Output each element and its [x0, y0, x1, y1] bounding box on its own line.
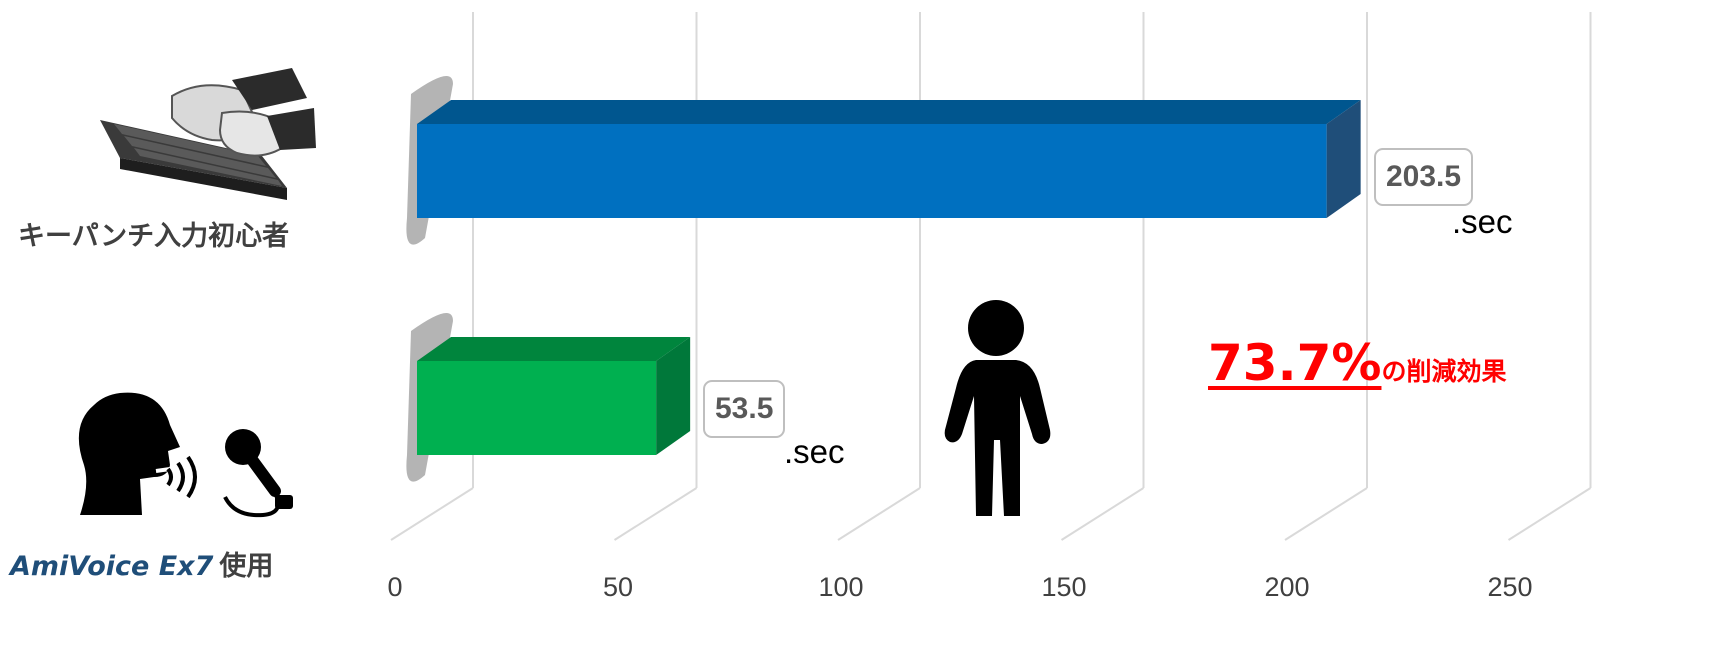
floor-line-250	[1507, 487, 1592, 541]
x-tick-100: 100	[818, 572, 864, 602]
unit-label-amivoice: .sec	[784, 433, 845, 470]
x-tick-250: 250	[1487, 572, 1533, 602]
bar-0	[417, 124, 1327, 218]
sound-waves-icon	[166, 455, 197, 499]
standing-person-icon	[944, 300, 1051, 516]
amivoice-brand-label: AmiVoice Ex7	[10, 551, 214, 582]
microphone-icon	[223, 429, 293, 518]
bar-side-face-1	[656, 337, 691, 455]
unit-label-keypunch: .sec	[1452, 203, 1513, 240]
floor-line-150	[1060, 487, 1145, 541]
bar-top-face-0	[417, 100, 1361, 124]
bar-1	[417, 361, 657, 455]
floor-line-200	[1284, 487, 1368, 541]
floor-line-0	[390, 487, 474, 541]
bars	[406, 76, 1361, 482]
bar-top-face-1	[417, 337, 691, 361]
floor-line-100	[837, 487, 921, 541]
x-tick-0: 0	[387, 572, 403, 602]
category-label-amivoice: AmiVoice Ex7 使用	[10, 544, 273, 583]
data-label-amivoice: 53.5	[703, 380, 786, 438]
x-tick-200: 200	[1264, 572, 1310, 602]
reduction-annotation: 73.7%の削減効果	[1208, 334, 1506, 392]
reduction-percent: 73.7%	[1208, 334, 1382, 392]
gridlines	[390, 12, 1592, 541]
reduction-suffix: の削減効果	[1381, 357, 1507, 386]
floor-line-50	[613, 487, 698, 541]
category-label-keypunch: キーパンチ入力初心者	[18, 221, 290, 252]
x-tick-50: 50	[602, 572, 634, 602]
bar-side-face-0	[1326, 100, 1361, 218]
data-label-keypunch: 203.5	[1374, 148, 1474, 206]
x-tick-150: 150	[1041, 572, 1087, 602]
usage-label: 使用	[219, 551, 274, 582]
keyboard-typing-icon	[100, 68, 316, 200]
